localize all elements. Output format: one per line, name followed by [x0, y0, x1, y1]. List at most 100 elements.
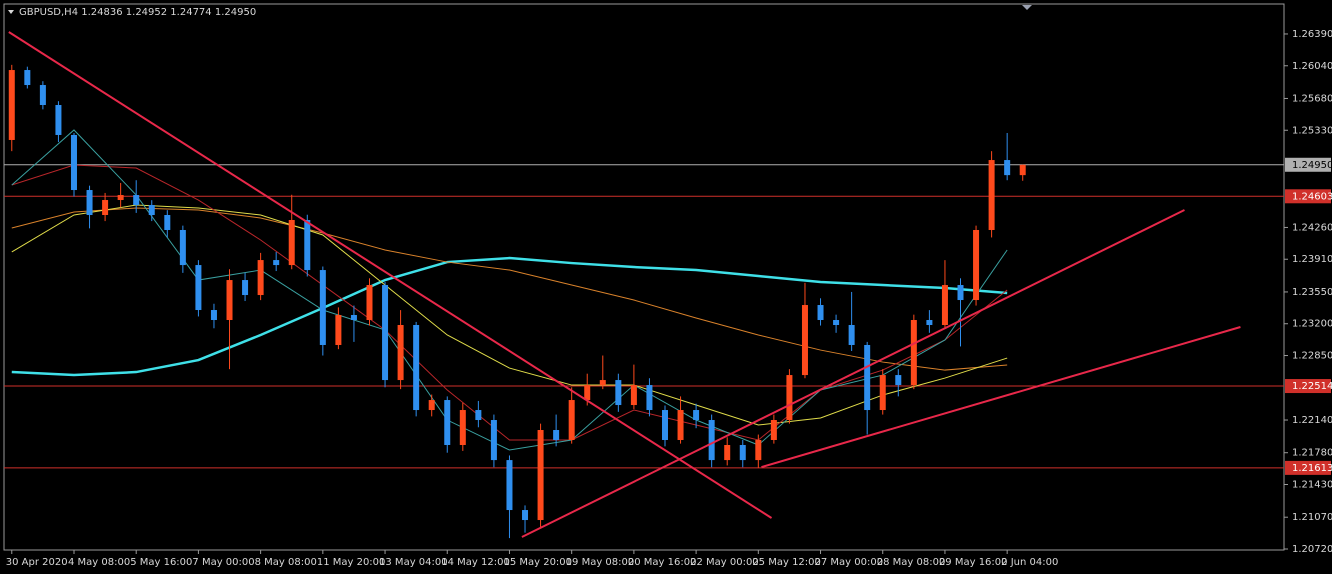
y-tick-label: 1.21070	[1292, 512, 1332, 523]
y-tick-label: 1.25330	[1292, 125, 1332, 136]
candle-body	[55, 105, 62, 135]
candle-body	[739, 444, 746, 461]
y-tick-label: 1.21430	[1292, 480, 1332, 491]
y-tick-label: 1.23550	[1292, 287, 1332, 298]
candle-body	[724, 444, 731, 461]
moving-average	[11, 256, 1008, 377]
candle-body	[957, 285, 964, 301]
candle-body	[164, 215, 171, 230]
candle-body	[102, 200, 109, 216]
candle-body	[537, 430, 544, 521]
trendline	[8, 31, 773, 519]
trendline	[761, 326, 1241, 469]
candle-body	[677, 410, 684, 440]
level-box	[1285, 157, 1331, 172]
moving-average	[11, 207, 1008, 371]
candle-body	[8, 70, 15, 140]
candle-body	[895, 375, 902, 386]
candle-body	[801, 305, 808, 376]
x-tick-label: 13 May 04:00	[379, 557, 448, 568]
moving-average	[11, 204, 1008, 426]
candle-body	[770, 420, 777, 440]
x-tick-label: 5 May 16:00	[130, 557, 192, 568]
y-tick-label: 1.23910	[1292, 254, 1332, 265]
candle-body	[133, 195, 140, 206]
candle-body	[444, 400, 451, 445]
candle-body	[148, 205, 155, 216]
candle-body	[304, 220, 311, 271]
candle-body	[848, 325, 855, 345]
x-tick-label: 20 May 16:00	[628, 557, 697, 568]
candle-body	[988, 160, 995, 230]
shift-marker	[1022, 5, 1032, 10]
moving-average	[11, 164, 1008, 441]
candle-body	[24, 70, 31, 86]
x-tick-label: 25 May 12:00	[752, 557, 821, 568]
candle-body	[397, 325, 404, 381]
candle-body	[179, 229, 186, 266]
candle-body	[630, 385, 637, 406]
candle-body	[39, 85, 46, 106]
candle-body	[366, 285, 373, 321]
candle-body	[257, 260, 264, 296]
chart-title: GBPUSD,H4 1.24836 1.24952 1.24774 1.2495…	[19, 7, 256, 18]
level-label: 1.22514	[1292, 381, 1332, 392]
y-tick-label: 1.23200	[1292, 319, 1332, 330]
plot-frame	[3, 3, 1285, 551]
candle-body	[459, 410, 466, 445]
candle-body	[335, 315, 342, 345]
level-label: 1.21613	[1292, 463, 1332, 474]
candle-body	[755, 440, 762, 461]
candle-body	[382, 285, 389, 381]
candle-body	[506, 460, 513, 511]
moving-average	[11, 129, 1008, 451]
candle-body	[661, 410, 668, 440]
candle-body	[226, 280, 233, 321]
y-tick-label: 1.21780	[1292, 448, 1332, 459]
candle-body	[195, 265, 202, 311]
candle-body	[522, 510, 529, 521]
candle-body	[428, 400, 435, 411]
candle-body	[786, 375, 793, 421]
candle-body	[568, 400, 575, 440]
candle-body	[86, 190, 93, 216]
x-tick-label: 11 May 20:00	[317, 557, 386, 568]
candle-body	[817, 305, 824, 321]
candle-body	[599, 380, 606, 386]
x-tick-label: 22 May 00:00	[690, 557, 759, 568]
candle-body	[413, 325, 420, 411]
x-tick-label: 4 May 08:00	[68, 557, 130, 568]
y-tick-label: 1.22140	[1292, 415, 1332, 426]
candle-body	[926, 320, 933, 326]
candle-body	[973, 229, 980, 301]
x-tick-label: 29 May 16:00	[939, 557, 1008, 568]
candle-body	[350, 315, 357, 321]
candle-body	[584, 385, 591, 401]
x-tick-label: 2 Jun 04:00	[1001, 557, 1058, 568]
level-box	[1285, 460, 1331, 475]
level-box	[1285, 379, 1331, 394]
x-tick-label: 7 May 00:00	[192, 557, 254, 568]
candle-body	[1019, 164, 1026, 176]
x-tick-label: 14 May 12:00	[441, 557, 510, 568]
candle-body	[879, 375, 886, 411]
candle-body	[910, 320, 917, 386]
candle-body	[210, 310, 217, 321]
candle-body	[864, 344, 871, 411]
x-tick-label: 8 May 08:00	[255, 557, 317, 568]
y-tick-label: 1.24260	[1292, 222, 1332, 233]
candle-body	[319, 270, 326, 345]
trendline	[521, 209, 1185, 538]
y-tick-label: 1.26390	[1292, 29, 1332, 40]
candle-body	[693, 410, 700, 421]
candle-body	[273, 260, 280, 266]
candle-body	[553, 430, 560, 440]
level-label: 1.24950	[1292, 160, 1332, 171]
x-tick-label: 19 May 08:00	[566, 557, 635, 568]
candle-body	[70, 134, 77, 191]
level-label: 1.24603	[1292, 191, 1332, 202]
candle-body	[708, 420, 715, 461]
